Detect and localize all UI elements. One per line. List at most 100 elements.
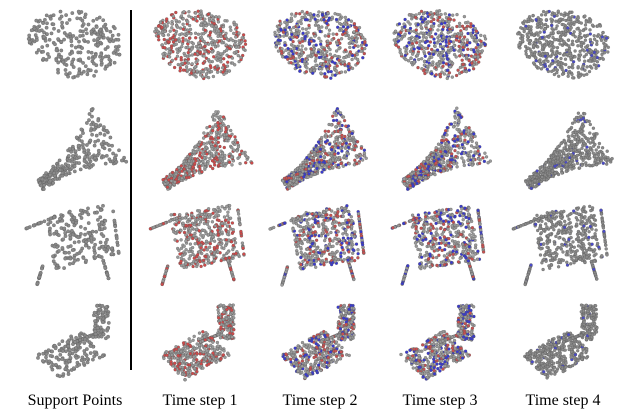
point xyxy=(65,21,68,24)
point xyxy=(474,151,477,154)
point xyxy=(556,46,559,49)
point xyxy=(43,183,46,186)
point xyxy=(332,33,335,36)
point xyxy=(48,183,51,186)
point xyxy=(233,43,236,46)
point xyxy=(170,179,173,182)
point xyxy=(335,114,338,117)
point xyxy=(562,162,565,165)
point xyxy=(451,14,454,17)
point xyxy=(104,266,107,269)
point xyxy=(592,152,595,155)
point xyxy=(219,60,222,63)
point xyxy=(404,58,407,61)
point xyxy=(551,169,554,172)
point xyxy=(567,75,570,78)
point xyxy=(323,72,326,75)
point xyxy=(197,10,200,13)
point xyxy=(544,55,547,58)
point xyxy=(313,153,316,156)
point xyxy=(238,153,241,156)
point xyxy=(57,29,60,32)
point xyxy=(192,70,195,73)
point xyxy=(601,49,604,52)
point xyxy=(95,25,98,28)
point xyxy=(211,43,214,46)
point xyxy=(209,64,212,67)
point xyxy=(398,22,401,25)
point xyxy=(484,43,487,46)
point xyxy=(532,14,535,17)
point xyxy=(213,240,216,243)
point xyxy=(102,262,105,265)
point xyxy=(169,30,172,33)
point xyxy=(556,69,559,72)
point xyxy=(602,162,605,165)
point xyxy=(101,33,104,36)
point xyxy=(284,183,287,186)
point xyxy=(283,44,286,47)
point xyxy=(104,67,107,70)
point xyxy=(86,207,89,210)
point xyxy=(447,17,450,20)
point xyxy=(71,233,74,236)
point xyxy=(594,159,597,162)
point xyxy=(360,44,363,47)
point xyxy=(208,125,211,128)
point xyxy=(310,165,313,168)
point xyxy=(331,115,334,118)
point xyxy=(439,150,442,153)
point xyxy=(211,129,214,132)
point xyxy=(289,28,292,31)
point xyxy=(211,167,214,170)
point xyxy=(85,121,88,124)
point xyxy=(395,44,398,47)
point xyxy=(326,44,329,47)
point xyxy=(84,227,87,230)
point xyxy=(179,27,182,30)
point xyxy=(208,34,211,37)
point xyxy=(453,44,456,47)
point xyxy=(470,62,473,65)
point xyxy=(357,32,360,35)
point xyxy=(59,168,62,171)
point xyxy=(89,129,92,132)
point xyxy=(327,152,330,155)
point xyxy=(215,131,218,134)
point xyxy=(529,31,532,34)
point xyxy=(81,30,84,33)
point xyxy=(477,150,480,153)
point xyxy=(456,128,459,131)
point xyxy=(84,65,87,68)
point xyxy=(455,107,458,110)
point xyxy=(436,62,439,65)
point xyxy=(305,70,308,73)
point xyxy=(170,26,173,29)
point xyxy=(296,24,299,27)
point xyxy=(290,50,293,53)
point xyxy=(294,57,297,60)
point xyxy=(286,19,289,22)
point xyxy=(485,155,488,158)
point xyxy=(225,139,228,142)
point xyxy=(606,150,609,153)
point xyxy=(444,150,447,153)
point xyxy=(361,159,364,162)
point xyxy=(78,34,81,37)
figure: Support PointsTime step 1Time step 2Time… xyxy=(0,0,625,415)
point xyxy=(38,29,41,32)
point xyxy=(68,32,71,35)
point xyxy=(61,246,64,249)
point xyxy=(449,65,452,68)
point xyxy=(472,67,475,70)
point xyxy=(55,49,58,52)
point xyxy=(597,158,600,161)
point xyxy=(333,62,336,65)
point xyxy=(75,221,78,224)
point xyxy=(94,256,97,259)
point xyxy=(580,126,583,129)
point xyxy=(217,44,220,47)
point xyxy=(93,251,96,254)
point xyxy=(327,19,330,22)
point xyxy=(28,34,31,37)
